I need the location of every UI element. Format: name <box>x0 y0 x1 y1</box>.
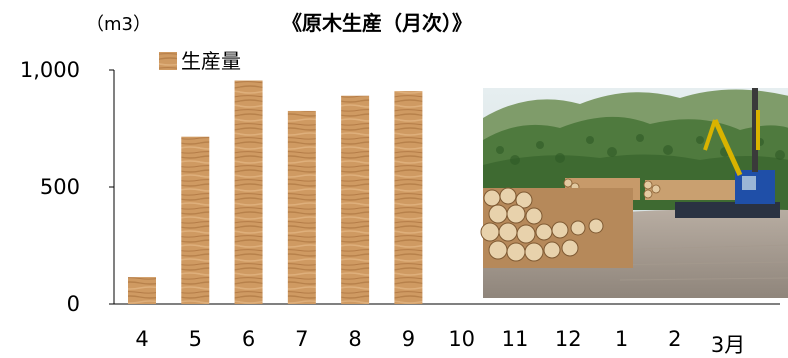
bar-4 <box>128 277 156 304</box>
x-axis: 4 5 6 7 8 9 10 11 12 1 2 3月 <box>135 327 745 357</box>
x-tick-label: 2 <box>668 327 681 351</box>
bar-series <box>128 80 423 305</box>
x-tick-label: 8 <box>348 327 361 351</box>
x-tick-label: 10 <box>448 327 475 351</box>
bar-6 <box>234 80 263 304</box>
x-tick-label: 12 <box>555 327 582 351</box>
x-tick-label: 9 <box>402 327 415 351</box>
chart-title: 《原木生産（月次）》 <box>282 11 472 35</box>
log-yard-photo <box>480 88 788 298</box>
x-tick-label: 11 <box>502 327 529 351</box>
x-tick-label: 7 <box>295 327 308 351</box>
x-tick-label: 3月 <box>711 333 745 357</box>
bar-7 <box>287 110 316 304</box>
y-tick-label: 1,000 <box>20 58 80 82</box>
legend-label: 生産量 <box>181 49 241 73</box>
bar-8 <box>341 95 370 305</box>
x-tick-label: 5 <box>189 327 202 351</box>
y-tick-label: 500 <box>40 175 80 199</box>
chart-unit-label: （m3） <box>86 14 151 35</box>
y-axis: 0 500 1,000 <box>20 58 114 316</box>
bar-5 <box>181 136 210 304</box>
legend: 生産量 <box>159 49 241 73</box>
x-tick-label: 1 <box>615 327 628 351</box>
x-tick-label: 4 <box>135 327 148 351</box>
x-tick-label: 6 <box>242 327 255 351</box>
y-tick-label: 0 <box>67 292 80 316</box>
bar-9 <box>394 91 423 304</box>
legend-swatch <box>159 52 177 70</box>
